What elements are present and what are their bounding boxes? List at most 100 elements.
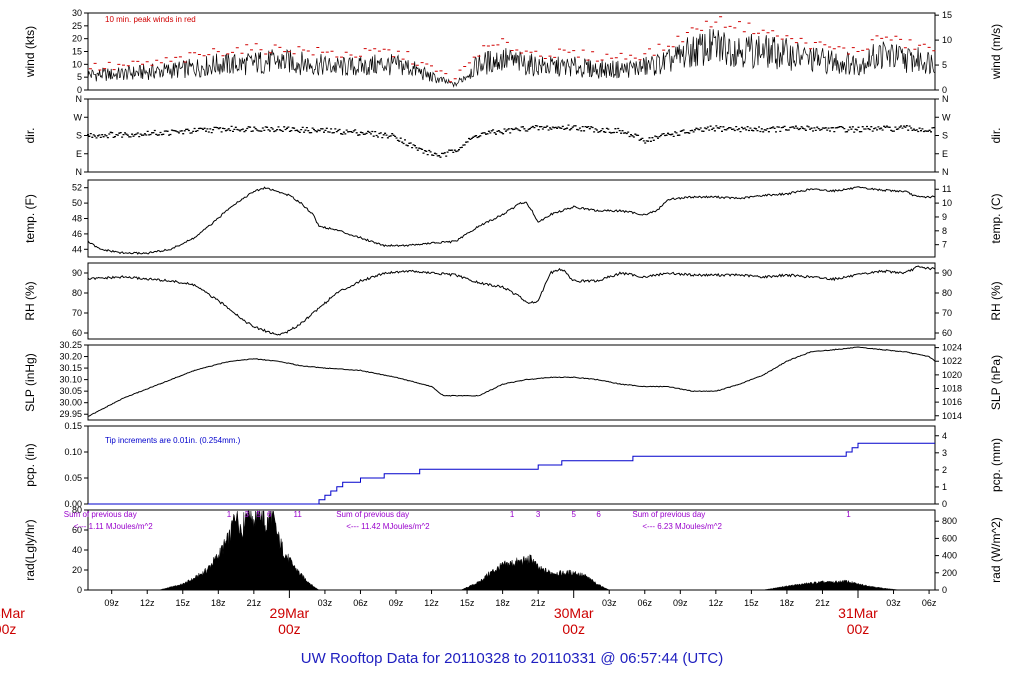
time-tick-label: 18z (495, 598, 510, 608)
dir-left-axis-label: dir. (23, 127, 37, 143)
rad-right-tick-label: 800 (942, 516, 957, 526)
wind-direction-marks (87, 124, 935, 158)
time-tick-label: 21z (247, 598, 262, 608)
date-label: 28Mar (0, 605, 25, 621)
dir-right-tick-label: N (942, 167, 949, 177)
temp-right-axis-label: temp. (C) (989, 193, 1003, 243)
dir-right-tick-label: N (942, 94, 949, 104)
pcp-right-tick-label: 2 (942, 465, 947, 475)
time-tick-label: 15z (744, 598, 759, 608)
pcp-left-tick-label: 0.15 (64, 421, 82, 431)
wind-right-tick-label: 0 (942, 85, 947, 95)
slp-left-tick-label: 30.10 (59, 375, 82, 385)
rad-right-axis-label: rad (W/m^2) (989, 517, 1003, 583)
time-tick-label: 03z (602, 598, 617, 608)
time-tick-label: 06z (922, 598, 937, 608)
rad-left-tick-label: 60 (72, 525, 82, 535)
slp-left-tick-label: 30.00 (59, 398, 82, 408)
radiation-event-mark: 5 (571, 510, 576, 519)
wind-left-tick-label: 0 (77, 85, 82, 95)
time-tick-label: 18z (211, 598, 226, 608)
rh-right-axis-label: RH (%) (989, 281, 1003, 320)
dir-left-tick-label: S (76, 131, 82, 141)
temp-left-tick-label: 46 (72, 229, 82, 239)
slp-left-tick-label: 30.25 (59, 340, 82, 350)
radiation-event-mark: 1 (227, 510, 232, 519)
time-tick-label: 21z (815, 598, 830, 608)
slp-line (87, 346, 936, 417)
rh-right-tick-label: 90 (942, 268, 952, 278)
radiation-event-mark: 1 (846, 510, 851, 519)
wind-left-axis-label: wind (kts) (23, 26, 37, 78)
temp-left-tick-label: 44 (72, 244, 82, 254)
pcp-left-tick-label: 0.10 (64, 447, 82, 457)
radiation-sum-value-1: <--- 1.11 MJoules/m^2 (74, 522, 154, 531)
slp-left-tick-label: 30.15 (59, 363, 82, 373)
date-time-label: 00z (562, 621, 585, 637)
wind-left-tick-label: 20 (72, 34, 82, 44)
time-tick-label: 12z (140, 598, 155, 608)
temp-right-tick-label: 10 (942, 198, 952, 208)
rh-line (87, 265, 936, 336)
slp-left-tick-label: 30.20 (59, 352, 82, 362)
time-tick-label: 09z (389, 598, 404, 608)
slp-left-tick-label: 29.95 (59, 409, 82, 419)
precip-annotation: Tip increments are 0.01in. (0.254mm.) (105, 436, 241, 445)
time-tick-label: 18z (780, 598, 795, 608)
temp-right-tick-label: 9 (942, 212, 947, 222)
radiation-event-mark: 3 (536, 510, 541, 519)
date-time-label: 00z (278, 621, 301, 637)
temp-line (87, 186, 936, 255)
time-tick-label: 12z (709, 598, 724, 608)
pcp-right-axis-label: pcp. (mm) (989, 438, 1003, 492)
radiation-sum-value-2: <--- 11.42 MJoules/m^2 (346, 522, 430, 531)
wind-right-tick-label: 10 (942, 35, 952, 45)
time-tick-label: 09z (104, 598, 119, 608)
radiation-sum-value-3: <--- 6.23 MJoules/m^2 (642, 522, 722, 531)
rh-right-tick-label: 70 (942, 308, 952, 318)
dir-left-tick-label: W (74, 112, 83, 122)
temp-left-tick-label: 48 (72, 214, 82, 224)
rh-left-tick-label: 90 (72, 268, 82, 278)
slp-right-tick-label: 1014 (942, 411, 962, 421)
rad-right-tick-label: 200 (942, 568, 957, 578)
pcp-left-tick-label: 0.05 (64, 473, 82, 483)
rad-left-tick-label: 40 (72, 545, 82, 555)
wind-right-tick-label: 15 (942, 10, 952, 20)
rh-right-tick-label: 60 (942, 328, 952, 338)
rh-left-axis-label: RH (%) (23, 281, 37, 320)
wind-right-axis-label: wind (m/s) (989, 24, 1003, 80)
date-time-label: 00z (0, 621, 16, 637)
wind-speed-line (87, 28, 935, 88)
precip-step-line (88, 442, 935, 505)
time-tick-label: 21z (531, 598, 546, 608)
radiation-area-day-3 (763, 579, 900, 591)
pcp-right-tick-label: 0 (942, 499, 947, 509)
rad-left-tick-label: 80 (72, 505, 82, 515)
radiation-event-mark: 3 (245, 510, 250, 519)
wind-left-tick-label: 30 (72, 8, 82, 18)
dir-right-axis-label: dir. (989, 127, 1003, 143)
dir-left-tick-label: N (76, 94, 83, 104)
rad-right-tick-label: 400 (942, 551, 957, 561)
slp-panel-frame (87, 344, 936, 421)
slp-left-axis-label: SLP (inHg) (23, 353, 37, 411)
rad-right-tick-label: 600 (942, 533, 957, 543)
rh-left-tick-label: 80 (72, 288, 82, 298)
time-tick-label: 06z (353, 598, 368, 608)
time-tick-label: 15z (460, 598, 475, 608)
radiation-sum-label-2: Sum of previous day (336, 510, 409, 519)
date-label: 29Mar (270, 605, 310, 621)
wind-left-tick-label: 5 (77, 72, 82, 82)
time-tick-label: 15z (176, 598, 191, 608)
dir-left-tick-label: E (76, 149, 82, 159)
wind-panel-frame (87, 12, 936, 91)
time-tick-label: 03z (886, 598, 901, 608)
radiation-event-mark: 5 (256, 510, 261, 519)
pcp-left-axis-label: pcp. (in) (23, 443, 37, 486)
radiation-sum-label-3: Sum of previous day (632, 510, 705, 519)
radiation-event-mark: 6 (596, 510, 601, 519)
slp-right-tick-label: 1016 (942, 397, 962, 407)
slp-right-axis-label: SLP (hPa) (989, 355, 1003, 410)
